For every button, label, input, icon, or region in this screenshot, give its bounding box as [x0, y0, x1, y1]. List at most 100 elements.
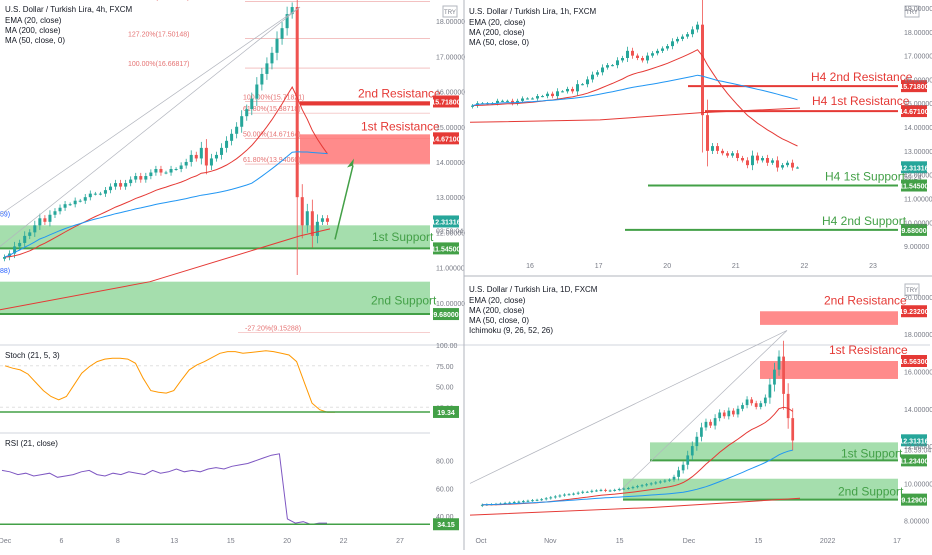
candle-body — [561, 91, 564, 93]
resistance1-zone — [760, 361, 898, 379]
candle-body — [641, 58, 644, 61]
candle-body — [526, 98, 529, 100]
candle-body — [631, 50, 634, 56]
candle-body — [786, 162, 789, 166]
candle-body — [613, 489, 617, 491]
candle-body — [38, 218, 42, 226]
resistance2-zone — [760, 311, 898, 325]
price-badge-s1-bg — [433, 242, 459, 255]
price-countdown: 59:24 — [904, 174, 922, 181]
candle-body — [23, 235, 27, 243]
candle-body — [184, 161, 188, 166]
fib-label: 127.20%(17.50148) — [128, 32, 190, 39]
candle-body — [501, 100, 504, 102]
y-tick-label: 13.00000 — [436, 195, 465, 202]
candle-body — [551, 93, 554, 97]
support1-label: 1st Support — [841, 446, 903, 460]
candle-body — [310, 211, 314, 236]
candle-body — [114, 183, 118, 187]
indicator-label: MA (200, close) — [5, 26, 61, 35]
candle-body — [199, 147, 203, 159]
y-tick-label: 18.00000 — [436, 19, 465, 26]
candle-body — [260, 73, 264, 85]
y-tick-label: 40.00 — [436, 514, 454, 521]
price-badge-r2: 15.71800 — [899, 84, 928, 91]
resistance1-label: 1st Resistance — [361, 119, 440, 133]
price-badge-s2-bg — [901, 493, 927, 506]
candle-body — [315, 221, 319, 236]
candle-body — [736, 408, 740, 415]
candle-body — [43, 218, 47, 222]
candle-body — [671, 41, 674, 47]
candle-body — [621, 58, 624, 61]
x-tick-label: Nov — [544, 538, 557, 545]
projection-arrowhead — [347, 158, 354, 168]
x-tick-label: 23 — [869, 263, 877, 270]
candle-body — [616, 60, 619, 66]
y-tick-label: 14.00000 — [904, 125, 932, 132]
price-badge-last: 12.31316 — [899, 438, 928, 445]
price-badge-s2-bg — [433, 308, 459, 321]
partial-label: 59) — [0, 212, 10, 219]
x-tick-label: 27 — [396, 538, 404, 545]
candle-body — [681, 464, 685, 471]
candle-body — [179, 165, 183, 169]
fib-label: 61.80%(15.38718) — [243, 106, 301, 113]
panel-usdtry-1h: TRY U.S. Dollar / Turkish Lira, 1h, FXCM E… — [463, 0, 932, 550]
candle-body — [508, 502, 512, 504]
ema20-line — [472, 49, 798, 147]
candle-body — [108, 186, 113, 191]
price-badge-last: 12.31316 — [899, 165, 928, 172]
stoch-title: Stoch (21, 5, 3) — [5, 351, 60, 360]
indicator-label: MA (200, close) — [469, 306, 525, 315]
y-tick-label: 11.00000 — [436, 266, 465, 273]
y-tick-label: 50.00 — [436, 385, 454, 392]
candle-body — [250, 98, 254, 110]
candle-body — [686, 455, 690, 465]
candle-body — [696, 24, 699, 30]
candle-body — [731, 153, 734, 156]
y-tick-label: 12.00000 — [904, 444, 932, 451]
candle-body — [189, 154, 193, 162]
price-badge-s1: 11.54500 — [900, 184, 929, 191]
candle-body — [751, 155, 754, 166]
candle-body — [686, 34, 689, 37]
x-tick-label: 15 — [227, 538, 235, 545]
candle-body — [48, 214, 52, 222]
candle-body — [606, 65, 609, 68]
rsi-title: RSI (21, close) — [5, 439, 58, 448]
x-tick-label: 20 — [283, 538, 291, 545]
candle-body — [280, 28, 284, 39]
candle-body — [718, 412, 722, 419]
projection-arrow — [334, 165, 354, 240]
y-tick-label: 9.00000 — [904, 244, 929, 251]
candle-body — [129, 179, 133, 184]
candle-body — [28, 232, 32, 236]
candle-body — [586, 79, 589, 85]
candle-body — [18, 242, 22, 247]
candle-body — [663, 480, 667, 482]
ma200-line — [469, 107, 801, 123]
resistance1-label: 1st Resistance — [829, 343, 908, 357]
candle-body — [631, 487, 635, 489]
price-badge-r1: 14.67100 — [899, 109, 928, 116]
chart-title: U.S. Dollar / Turkish Lira, 1D, FXCM — [469, 285, 598, 294]
candle-body — [581, 84, 584, 86]
candle-body — [235, 126, 239, 134]
currency-label: TRY — [906, 288, 918, 294]
y-tick-label: 10.00000 — [436, 301, 465, 308]
candle-body — [576, 84, 579, 92]
price-badge-s2-bg — [901, 223, 927, 236]
candle-body — [599, 489, 603, 491]
candle-body — [786, 393, 790, 419]
candle-body — [750, 399, 753, 404]
ma50-line — [4, 151, 328, 258]
price-badge-s1: 11.23400 — [900, 458, 929, 465]
candle-body — [144, 176, 148, 180]
panel-usdtry-1d: TRY U.S. Dollar / Turkish Lira, 1D, FXCM E… — [464, 275, 932, 545]
candle-body — [174, 169, 178, 170]
candle-body — [601, 67, 604, 73]
candle-body — [651, 53, 654, 56]
candle-body — [13, 246, 17, 254]
